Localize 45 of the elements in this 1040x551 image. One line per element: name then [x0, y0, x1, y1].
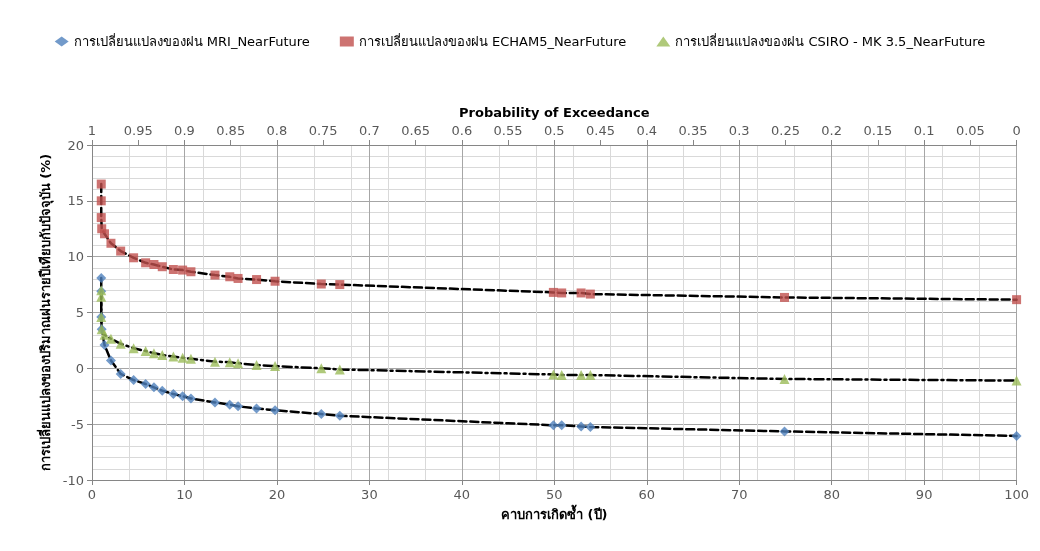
x2-tick-label: 0.6 — [451, 123, 473, 138]
y-tick-label: -10 — [62, 472, 84, 488]
x2-tick-label: 0.95 — [123, 123, 153, 138]
x-tick-label: 10 — [176, 487, 193, 502]
x2-tick-label: 0.45 — [586, 123, 615, 138]
y-tick-label: -5 — [71, 416, 84, 432]
x2-tick-label: 0.7 — [359, 123, 380, 138]
x-tick-label: 50 — [546, 487, 563, 502]
x-tick-label: 0 — [87, 487, 97, 502]
x-tick-label: 80 — [823, 487, 840, 502]
x2-tick-label: 0.2 — [821, 123, 843, 138]
x-tick-label: 20 — [268, 487, 286, 502]
y-axis-title: การเปลี่ยนแปลงของปริมาณฝนรายปีเทียบกับปัจจุบัน (%) — [35, 153, 54, 472]
x2-tick-label: 0.85 — [216, 123, 246, 138]
x-tick-label: 70 — [730, 487, 748, 502]
legend-label: การเปลี่ยนแปลงของฝน CSIRO - MK 3.5_NearFuture — [675, 33, 986, 49]
y-tick-label: 20 — [67, 137, 84, 153]
legend-label: การเปลี่ยนแปลงของฝน ECHAM5_NearFuture — [358, 33, 627, 49]
y-tick-label: 15 — [67, 193, 84, 209]
x-axis-title: คาบการเกิดซ้ำ (ปี) — [501, 504, 608, 522]
x-tick-label: 100 — [1004, 487, 1030, 502]
x2-tick-label: 0.35 — [678, 123, 708, 138]
x2-tick-label: 0.05 — [955, 123, 985, 138]
x2-tick-label: 0.65 — [401, 123, 431, 138]
y-tick-label: 5 — [75, 305, 84, 320]
x2-tick-label: 0.1 — [913, 123, 935, 138]
x2-tick-label: 0.55 — [493, 123, 523, 138]
x2-tick-label: 0 — [1012, 123, 1021, 138]
x2-tick-label: 0.25 — [770, 123, 800, 138]
x2-tick-label: 0.3 — [728, 123, 750, 138]
x-tick-label: 90 — [915, 487, 933, 502]
y-tick-label: 0 — [75, 360, 84, 376]
x-tick-label: 40 — [453, 487, 471, 502]
x-tick-label: 30 — [361, 487, 378, 502]
x2-tick-label: 0.5 — [543, 123, 565, 138]
x2-tick-label: 0.15 — [863, 123, 893, 138]
x-tick-label: 60 — [638, 487, 656, 502]
x2-tick-label: 0.75 — [308, 123, 338, 138]
x2-tick-label: 0.4 — [636, 123, 658, 138]
x2-tick-label: 0.9 — [174, 123, 195, 138]
y-tick-label: 10 — [67, 249, 84, 265]
x2-tick-label: 0.8 — [266, 123, 288, 138]
x2-axis-title: Probability of Exceedance — [459, 105, 650, 121]
x2-tick-label: 1 — [87, 123, 97, 138]
legend-label: การเปลี่ยนแปลงของฝน MRI_NearFuture — [73, 33, 310, 49]
